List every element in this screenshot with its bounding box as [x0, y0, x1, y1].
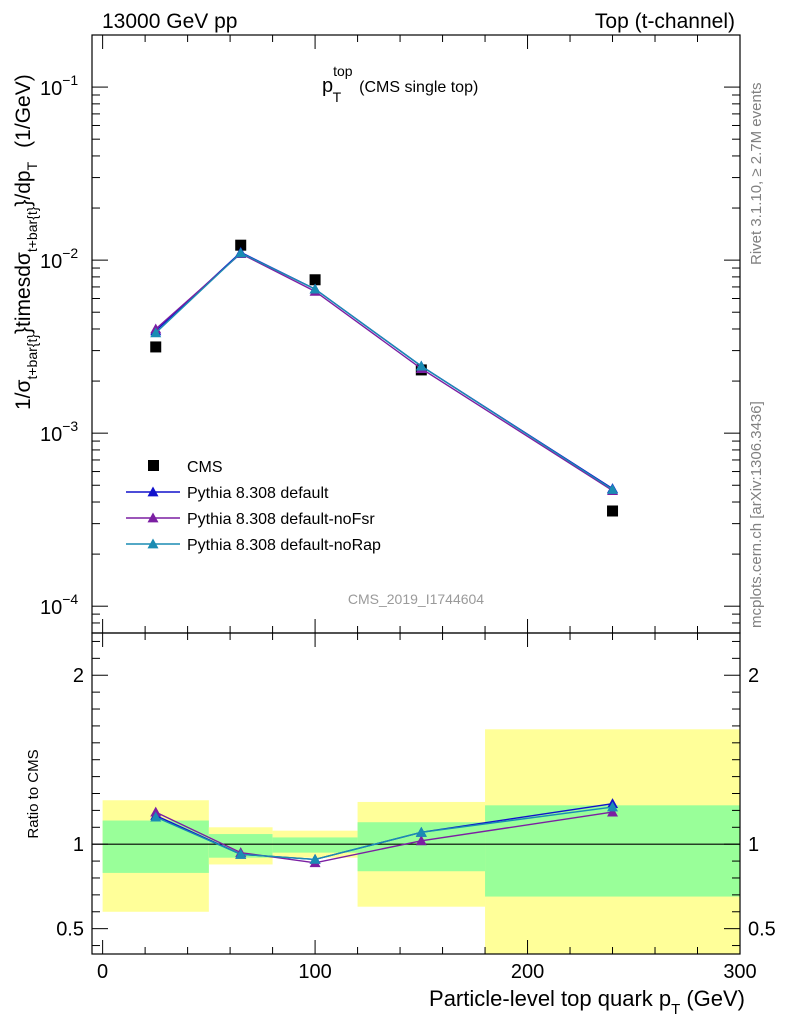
ylabel-part-a-sub: t+bar{t} — [24, 334, 40, 380]
plot-title: ptop T (CMS single top) — [322, 63, 478, 105]
cms-data-point — [235, 239, 247, 251]
tick-base: 10 — [40, 251, 62, 273]
ratio-plot-content — [150, 798, 619, 868]
ratio-series-marker — [607, 806, 619, 817]
header-collision: 13000 GeV pp — [102, 10, 237, 33]
ratio-axis-ticks — [92, 633, 741, 954]
x-axis-label-unit: (GeV) — [686, 986, 745, 1011]
ratio-series-marker — [309, 853, 321, 864]
tick-exponent: −3 — [62, 418, 78, 434]
ratio-band-green — [102, 820, 209, 873]
ratio-panel: 0.5 0.5 1 1 2 2 0 100 200 300 Ratio to CMS Parti… — [25, 632, 776, 1018]
ratio-y-tick-label-right: 2 — [748, 665, 759, 687]
legend-marker-triangle — [147, 486, 159, 497]
ratio-series-marker — [150, 806, 162, 817]
legend-marker-square — [148, 460, 159, 471]
cms-data-point — [309, 274, 321, 286]
ratio-series-marker — [150, 811, 162, 822]
mc-series-marker — [607, 483, 619, 494]
mc-series-marker — [150, 327, 162, 338]
ylabel-part-c: }/dp — [12, 170, 35, 206]
main-y-tick-label: 10−2 — [40, 245, 78, 273]
x-tick-label: 100 — [298, 961, 331, 983]
ylabel-part-c-sub: T — [24, 161, 40, 170]
main-panel: 10−410−310−210−1 ptop T(CMS single top) 1… — [12, 34, 741, 634]
mc-series-line — [155, 252, 613, 492]
analysis-id: CMS_2019_I1744604 — [348, 591, 484, 607]
ratio-y-axis-label: Ratio to CMS — [25, 749, 42, 838]
title-sup: top — [333, 63, 353, 79]
ratio-y-tick-label-right: 1 — [748, 834, 759, 856]
header-process: Top (t-channel) — [595, 10, 735, 33]
main-y-tick-label: 10−3 — [40, 418, 78, 446]
mc-series-marker — [235, 247, 247, 258]
cms-data-point — [607, 505, 619, 517]
tick-base: 10 — [40, 597, 62, 619]
ratio-series-marker — [607, 801, 619, 812]
tick-exponent: −2 — [62, 245, 78, 261]
main-y-tick-label: 10−4 — [40, 591, 78, 619]
legend: CMS Pythia 8.308 default Pythia 8.308 defa… — [126, 459, 381, 554]
ratio-y-tick-labels: 0.5 0.5 1 1 2 2 — [56, 665, 776, 940]
title-note: (CMS single top) — [359, 79, 478, 96]
main-plot-content — [150, 239, 619, 517]
mc-series-line — [155, 252, 613, 491]
ylabel-part-b-sub: t+bar{t} — [24, 206, 40, 252]
main-y-axis-label: 1/σt+bar{t}}timesdσt+bar{t}}/dpT(1/GeV) — [12, 74, 40, 410]
ratio-series-marker — [235, 848, 247, 859]
mc-series-line — [155, 251, 613, 490]
legend-marker-triangle — [147, 512, 159, 523]
mc-series-marker — [415, 360, 427, 371]
legend-entry-label: CMS — [187, 459, 223, 476]
ratio-y-tick-label: 1 — [73, 834, 84, 856]
ratio-series-marker — [415, 835, 427, 846]
ratio-y-tick-label-right: 0.5 — [748, 919, 776, 941]
x-tick-label: 200 — [511, 961, 544, 983]
x-axis-label-main: Particle-level top quark p — [429, 986, 671, 1011]
tick-base: 10 — [40, 424, 62, 446]
cms-data-point — [150, 341, 162, 353]
tick-base: 10 — [40, 78, 62, 100]
x-tick-label: 300 — [723, 961, 756, 983]
ratio-band-green — [485, 805, 740, 897]
legend-marker-triangle — [147, 538, 159, 549]
title-main: p — [322, 75, 333, 97]
ylabel-part-d: (1/GeV) — [12, 74, 35, 148]
tick-exponent: −4 — [62, 591, 78, 607]
ratio-series-marker — [415, 826, 427, 837]
ratio-x-tick-labels: 0 100 200 300 — [97, 961, 757, 983]
main-y-tick-label: 10−1 — [40, 72, 78, 100]
main-y-tick-labels: 10−410−310−210−1 — [40, 72, 78, 619]
ylabel-part-a: 1/σ — [12, 379, 35, 410]
x-axis-label-sub: T — [671, 1001, 680, 1018]
title-sub: T — [333, 89, 342, 105]
tick-exponent: −1 — [62, 72, 78, 88]
legend-entry-label: Pythia 8.308 default-noRap — [187, 537, 381, 554]
ratio-band-green — [272, 837, 358, 853]
x-tick-label: 0 — [97, 961, 108, 983]
mc-series-marker — [309, 283, 321, 294]
ratio-y-tick-label: 0.5 — [56, 919, 84, 941]
x-axis-label: Particle-level top quark pT (GeV) — [429, 986, 745, 1018]
ratio-bands — [102, 729, 740, 954]
legend-entry-label: Pythia 8.308 default — [187, 485, 329, 502]
rivet-label: Rivet 3.1.10, ≥ 2.7M events — [748, 83, 765, 266]
legend-entry-label: Pythia 8.308 default-noFsr — [187, 511, 375, 528]
ratio-band-green — [208, 834, 273, 858]
mcplots-label: mcplots.cern.ch [arXiv:1306.3436] — [748, 401, 765, 628]
ylabel-part-b: }timesdσ — [12, 252, 35, 334]
ratio-y-tick-label: 2 — [73, 665, 84, 687]
